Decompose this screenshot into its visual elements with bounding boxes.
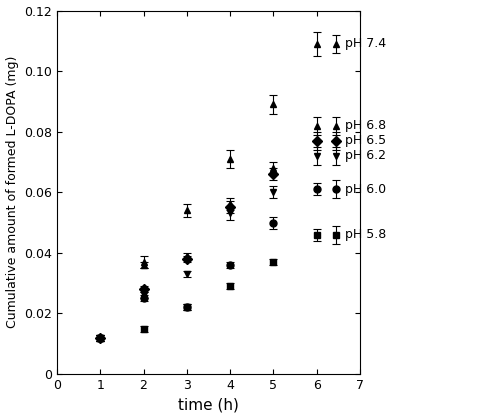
Text: pH 7.4: pH 7.4 xyxy=(345,37,386,51)
X-axis label: time (h): time (h) xyxy=(178,398,239,413)
Text: pH 6.0: pH 6.0 xyxy=(345,183,386,196)
Text: pH 6.2: pH 6.2 xyxy=(345,150,386,163)
Text: pH 6.8: pH 6.8 xyxy=(345,119,386,132)
Text: pH 6.5: pH 6.5 xyxy=(345,134,386,147)
Y-axis label: Cumulative amount of formed L-DOPA (mg): Cumulative amount of formed L-DOPA (mg) xyxy=(6,56,18,329)
Text: pH 5.8: pH 5.8 xyxy=(345,228,386,241)
